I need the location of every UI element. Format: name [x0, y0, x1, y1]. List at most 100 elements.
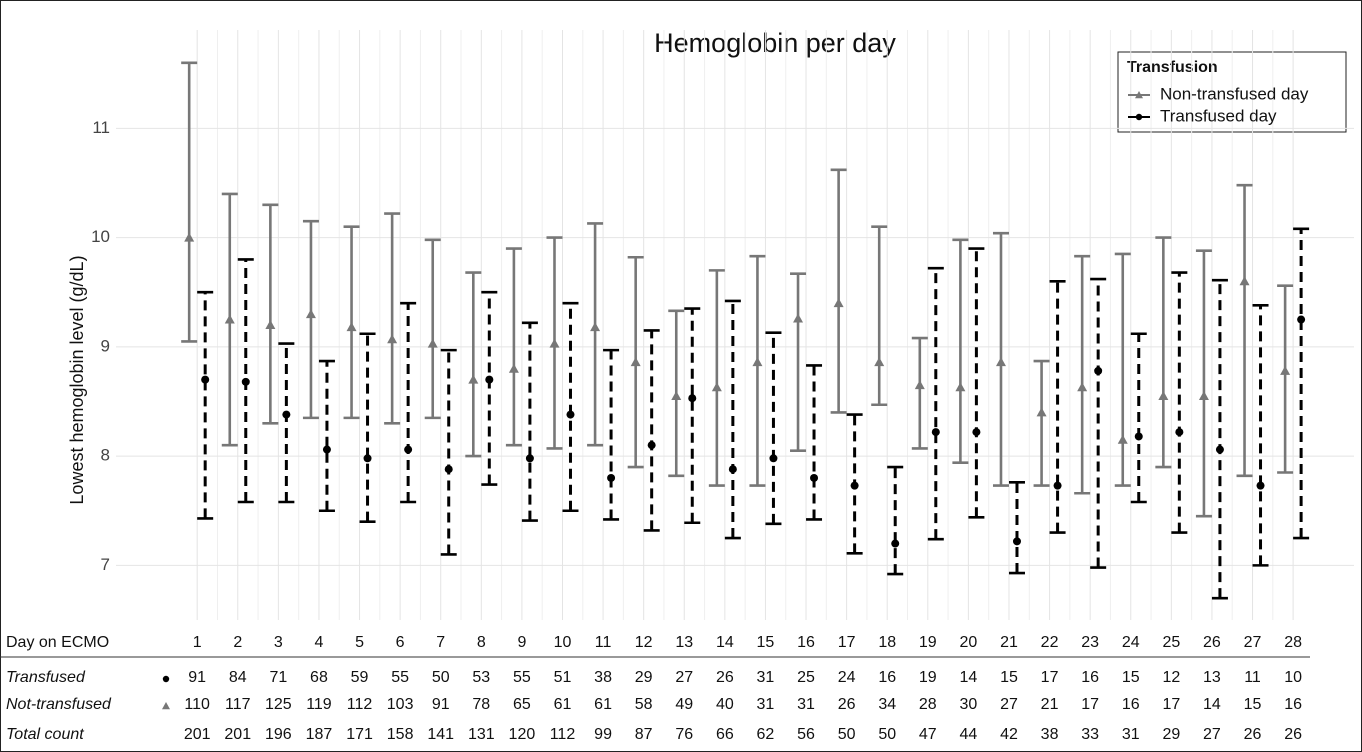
table-cell: 15 [1000, 669, 1018, 686]
chart-title: Hemoglobin per day [654, 28, 896, 58]
table-cell: 99 [594, 726, 612, 743]
point [590, 322, 601, 332]
table-cell: 28 [919, 696, 937, 713]
row-label: Not-transfused [6, 696, 112, 713]
table-cell: 16 [1284, 696, 1302, 713]
table-cell: 171 [346, 726, 373, 743]
table-cell: 31 [757, 696, 775, 713]
table-cell: 42 [1000, 726, 1018, 743]
table-cell: 31 [757, 669, 775, 686]
point [607, 473, 616, 482]
table-cell: 13 [1203, 669, 1221, 686]
row-label: Transfused [6, 669, 86, 686]
table-cell: 27 [1203, 726, 1221, 743]
point [265, 320, 276, 329]
point [914, 380, 925, 390]
point [1215, 445, 1224, 454]
point [1077, 382, 1088, 392]
table-cell: 15 [1244, 696, 1262, 713]
table-cell: 34 [878, 696, 896, 713]
table-cell: 17 [1081, 696, 1099, 713]
day-label: 13 [675, 634, 693, 651]
row-marker [162, 702, 170, 710]
table-cell: 158 [387, 726, 414, 743]
point [955, 382, 966, 392]
table-cell: 91 [432, 696, 450, 713]
day-label: 26 [1203, 634, 1221, 651]
row-label: Total count [6, 726, 84, 743]
point [1036, 407, 1047, 417]
table-cell: 31 [797, 696, 815, 713]
y-axis-label: Lowest hemoglobin level (g/dL) [67, 255, 87, 504]
table-cell: 53 [472, 669, 490, 686]
day-label: 25 [1162, 634, 1180, 651]
point [995, 357, 1006, 367]
point [1158, 391, 1169, 401]
day-label: 8 [477, 634, 486, 651]
point [184, 232, 195, 242]
table-cell: 87 [635, 726, 653, 743]
point [769, 454, 778, 463]
table-cell: 38 [594, 669, 612, 686]
point [630, 357, 641, 367]
point [728, 465, 737, 474]
table-cell: 61 [594, 696, 612, 713]
table-cell: 141 [427, 726, 454, 743]
table-cell: 14 [1203, 696, 1221, 713]
point [404, 445, 413, 454]
day-label: 10 [554, 634, 572, 651]
point [305, 309, 316, 319]
point [549, 338, 560, 348]
day-label: 17 [838, 634, 856, 651]
table-cell: 26 [1244, 726, 1262, 743]
day-label: 23 [1081, 634, 1099, 651]
point [201, 375, 210, 384]
point [671, 391, 682, 401]
table-cell: 12 [1162, 669, 1180, 686]
table-cell: 55 [513, 669, 531, 686]
table-cell: 119 [306, 696, 332, 713]
table-cell: 21 [1041, 696, 1059, 713]
table-cell: 125 [265, 696, 292, 713]
table-cell: 14 [959, 669, 977, 686]
day-label: 5 [355, 634, 364, 651]
table-cell: 47 [919, 726, 937, 743]
table-cell: 201 [224, 726, 251, 743]
table-cell: 59 [351, 669, 369, 686]
day-label: 6 [396, 634, 405, 651]
point [972, 428, 981, 437]
table-cell: 17 [1162, 696, 1180, 713]
point [833, 298, 844, 308]
point [1297, 315, 1306, 324]
table-cell: 112 [347, 696, 373, 713]
day-label: 20 [959, 634, 977, 651]
point [793, 313, 804, 323]
point [931, 428, 940, 437]
point [1053, 481, 1062, 490]
table-cell: 16 [1122, 696, 1140, 713]
day-label: 11 [595, 634, 612, 651]
table-cell: 68 [310, 669, 328, 686]
table-cell: 62 [757, 726, 775, 743]
day-label: 3 [274, 634, 283, 651]
point [387, 334, 398, 344]
table-cell: 11 [1244, 669, 1261, 686]
table-cell: 26 [1284, 726, 1302, 743]
day-label: 16 [797, 634, 815, 651]
table-cell: 50 [432, 669, 450, 686]
table-cell: 31 [1122, 726, 1140, 743]
point [1239, 276, 1250, 286]
point [508, 363, 519, 373]
legend-marker [1135, 113, 1143, 121]
point [1134, 432, 1143, 441]
table-cell: 49 [675, 696, 693, 713]
table-cell: 19 [919, 669, 937, 686]
point [444, 465, 453, 474]
day-label: 4 [314, 634, 323, 651]
day-label: 1 [193, 634, 202, 651]
point [346, 322, 357, 332]
day-label: 22 [1041, 634, 1059, 651]
point [874, 357, 885, 367]
table-cell: 26 [716, 669, 734, 686]
table-cell: 40 [716, 696, 734, 713]
